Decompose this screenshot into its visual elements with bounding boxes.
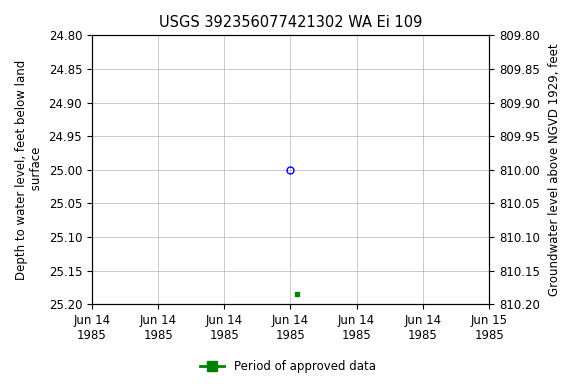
Legend: Period of approved data: Period of approved data: [196, 356, 380, 378]
Title: USGS 392356077421302 WA Ei 109: USGS 392356077421302 WA Ei 109: [159, 15, 422, 30]
Y-axis label: Groundwater level above NGVD 1929, feet: Groundwater level above NGVD 1929, feet: [548, 43, 561, 296]
Y-axis label: Depth to water level, feet below land
 surface: Depth to water level, feet below land su…: [15, 60, 43, 280]
